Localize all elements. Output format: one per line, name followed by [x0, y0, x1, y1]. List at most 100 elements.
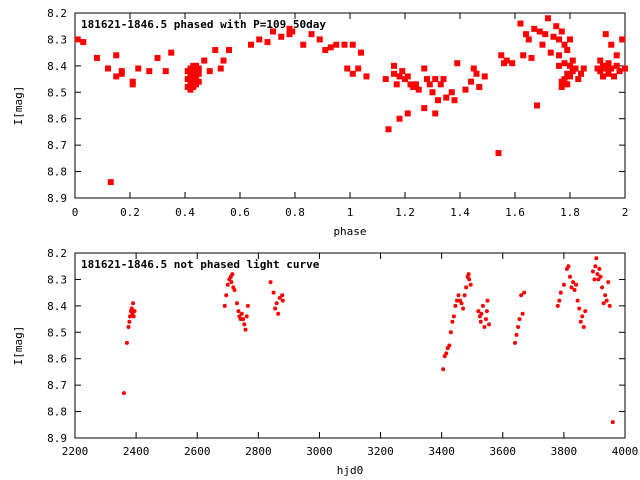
- data-point: [278, 33, 285, 40]
- data-point: [118, 68, 125, 75]
- data-point: [605, 70, 612, 77]
- data-point: [580, 65, 587, 72]
- y-tick-label: 8.4: [47, 300, 67, 313]
- data-point: [558, 84, 565, 90]
- data-point: [129, 81, 136, 88]
- data-point: [168, 49, 175, 56]
- y-tick-label: 8.3: [47, 33, 67, 46]
- x-tick-label: 1.8: [560, 206, 580, 219]
- data-point: [556, 62, 562, 69]
- x-tick-label: 1.2: [395, 206, 415, 219]
- data-point: [509, 60, 516, 67]
- data-point: [244, 314, 249, 319]
- data-point: [566, 264, 571, 269]
- data-point: [556, 36, 562, 43]
- x-tick-label: 3800: [551, 445, 578, 458]
- data-point: [564, 81, 571, 88]
- data-point: [126, 325, 131, 329]
- data-point: [571, 280, 576, 285]
- x-tick-label: 3600: [490, 445, 517, 458]
- y-axis-label: I[mag]: [12, 86, 25, 126]
- data-point: [124, 340, 129, 345]
- data-point: [467, 277, 472, 282]
- data-point: [444, 351, 449, 356]
- data-point: [128, 314, 132, 319]
- data-point: [498, 52, 505, 59]
- data-point: [487, 322, 492, 327]
- data-point: [581, 325, 586, 329]
- data-point: [539, 41, 546, 48]
- data-point: [575, 76, 582, 83]
- data-point: [545, 15, 551, 22]
- y-tick-label: 8.8: [47, 166, 67, 179]
- data-point: [567, 73, 573, 80]
- data-point: [611, 73, 617, 80]
- data-point: [482, 325, 487, 329]
- data-point: [547, 49, 554, 56]
- chart-title: 181621-1846.5 not phased light curve: [81, 258, 320, 271]
- data-point: [131, 314, 136, 319]
- data-point: [355, 65, 362, 72]
- data-point: [470, 65, 477, 72]
- data-point: [600, 73, 606, 80]
- data-point: [131, 301, 136, 306]
- data-point: [561, 41, 568, 48]
- data-point: [270, 28, 276, 35]
- data-point: [382, 76, 389, 83]
- data-point: [536, 28, 543, 35]
- data-point: [513, 340, 517, 345]
- data-point: [480, 303, 485, 308]
- data-point: [441, 367, 446, 372]
- data-point: [595, 272, 600, 277]
- data-point: [503, 57, 510, 64]
- data-point: [280, 293, 285, 298]
- data-point: [593, 264, 598, 269]
- data-point: [473, 70, 480, 77]
- data-point: [569, 57, 576, 64]
- y-tick-label: 8.7: [47, 379, 67, 392]
- data-point: [534, 102, 540, 109]
- data-point: [241, 317, 246, 322]
- data-point: [450, 319, 455, 324]
- data-point: [451, 314, 456, 319]
- data-point: [451, 97, 458, 104]
- y-tick-label: 8.6: [47, 353, 67, 366]
- data-point: [276, 311, 281, 316]
- x-tick-label: 2: [622, 206, 629, 219]
- data-point: [105, 65, 111, 72]
- x-tick-label: 0.4: [175, 206, 195, 219]
- plot-frame: [74, 12, 626, 199]
- data-point: [602, 31, 609, 38]
- x-tick-label: 2200: [62, 445, 89, 458]
- data-point: [558, 28, 565, 35]
- data-point: [603, 293, 608, 298]
- data-point: [583, 309, 588, 314]
- data-point: [575, 298, 580, 303]
- data-point: [468, 282, 473, 287]
- data-point: [478, 319, 483, 324]
- data-point: [572, 65, 579, 72]
- data-point: [212, 47, 219, 53]
- data-point: [462, 293, 467, 298]
- data-point: [616, 68, 623, 75]
- data-point: [561, 282, 566, 287]
- data-point: [432, 110, 439, 117]
- data-point: [274, 301, 279, 306]
- data-point: [597, 68, 604, 75]
- data-point: [256, 36, 263, 43]
- data-point: [520, 311, 525, 316]
- data-point: [146, 68, 153, 75]
- data-point: [429, 89, 436, 96]
- data-point: [421, 105, 428, 112]
- data-point: [556, 52, 562, 59]
- data-point: [289, 28, 296, 35]
- data-point: [344, 65, 351, 72]
- data-point: [567, 62, 573, 69]
- y-tick-label: 8.5: [47, 86, 67, 99]
- data-point: [195, 70, 202, 77]
- x-tick-label: 4000: [612, 445, 639, 458]
- data-point: [239, 311, 244, 316]
- data-point: [245, 303, 250, 308]
- data-point: [322, 47, 329, 53]
